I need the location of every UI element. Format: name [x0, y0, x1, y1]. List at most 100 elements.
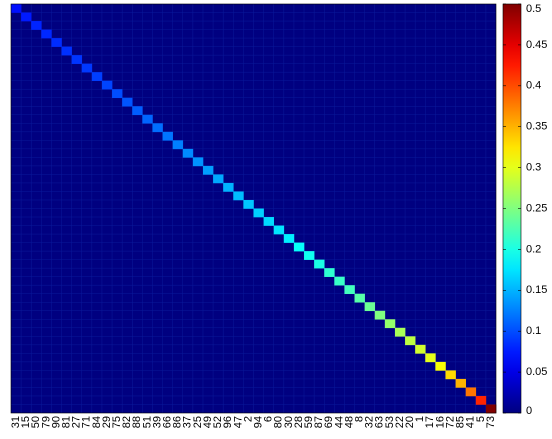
heatmap-cell-17 — [425, 353, 436, 363]
x-tick-label: 2 — [242, 416, 254, 422]
x-tick-label: 81 — [60, 416, 72, 428]
heatmap-cell-50 — [31, 21, 42, 30]
x-tick-label: 22 — [394, 416, 406, 428]
heatmap-cell-86 — [172, 140, 184, 150]
heatmap-cell-69 — [324, 268, 335, 277]
heatmap-cell-44 — [334, 276, 345, 286]
heatmap-cell-75 — [112, 89, 123, 99]
colorbar-tick-label: 0.15 — [526, 284, 547, 296]
heatmap-cell-39 — [152, 123, 163, 133]
x-tick-label: 82 — [121, 416, 133, 428]
heatmap-cell-15 — [21, 12, 32, 22]
heatmap-cell-63 — [374, 310, 386, 320]
heatmap-cell-96 — [223, 182, 234, 192]
x-tick-label: 37 — [182, 416, 194, 428]
x-tick-label: 72 — [444, 416, 456, 428]
heatmap-cell-71 — [81, 63, 93, 73]
x-tick-label: 73 — [485, 416, 497, 428]
x-tick-label: 52 — [212, 416, 224, 428]
heatmap-cell-28 — [293, 242, 305, 252]
x-tick-label: 15 — [20, 416, 32, 428]
heatmap-cell-47 — [233, 191, 244, 201]
heatmap-cell-29 — [101, 80, 113, 90]
heatmap-cell-81 — [61, 46, 72, 56]
heatmap-cell-82 — [122, 97, 133, 107]
heatmap-cell-94 — [253, 208, 264, 218]
x-tick-label: 29 — [101, 416, 113, 428]
x-tick-label: 90 — [50, 416, 62, 428]
heatmap-cell-27 — [71, 55, 83, 64]
x-tick-label: 25 — [192, 416, 204, 428]
heatmap-cell-87 — [314, 259, 325, 269]
colorbar-tick-label: 0.2 — [526, 243, 541, 255]
x-tick-label: 63 — [374, 416, 386, 428]
heatmap-cell-88 — [132, 106, 143, 116]
heatmap-cell-80 — [273, 225, 285, 235]
x-tick-label: 44 — [333, 416, 345, 428]
heatmap-cell-6 — [263, 217, 275, 226]
x-tick-label: 59 — [303, 416, 315, 428]
heatmap-cell-84 — [91, 72, 103, 81]
x-tick-label: 8 — [354, 416, 366, 422]
x-tick-label: 94 — [252, 416, 264, 428]
x-tick-label: 80 — [273, 416, 285, 428]
x-tick-label: 88 — [131, 416, 143, 428]
x-tick-label: 51 — [141, 416, 153, 428]
x-tick-label: 50 — [30, 416, 42, 428]
plot-frame — [10, 3, 497, 414]
colorbar-tick-label: 0.5 — [526, 3, 541, 15]
heatmap-cells — [11, 4, 497, 414]
colorbar-tick-label: 0.4 — [526, 80, 541, 92]
heatmap-cell-16 — [435, 361, 446, 371]
heatmap-cell-22 — [394, 327, 406, 337]
colorbar-tick-label: 0 — [526, 405, 532, 417]
x-tick-label: 31 — [10, 416, 22, 428]
heatmap-cell-41 — [465, 387, 477, 397]
colorbar-tick-label: 0.05 — [526, 366, 547, 378]
x-tick-label: 53 — [384, 416, 396, 428]
heatmap-cell-48 — [344, 285, 355, 295]
heatmap-cell-53 — [384, 319, 396, 329]
x-tick-label: 86 — [172, 416, 184, 428]
heatmap-cell-73 — [485, 404, 497, 414]
x-tick-label: 49 — [202, 416, 214, 428]
heatmap-cell-51 — [142, 114, 153, 124]
heatmap-cell-30 — [283, 234, 295, 243]
colorbar-tick-label: 0.25 — [526, 202, 547, 214]
colorbar-tick-label: 0.45 — [526, 39, 547, 51]
heatmap-cell-5 — [475, 395, 487, 405]
x-tick-label: 84 — [91, 416, 103, 428]
x-tick-label: 47 — [232, 416, 244, 428]
heatmap-cell-37 — [182, 148, 194, 158]
x-tick-label: 32 — [364, 416, 376, 428]
x-tick-label: 66 — [162, 416, 174, 428]
heatmap-cell-79 — [41, 29, 52, 39]
x-tick-label: 16 — [434, 416, 446, 428]
x-tick-label: 30 — [283, 416, 295, 428]
heatmap-cell-66 — [162, 131, 173, 141]
heatmap-cell-20 — [405, 336, 416, 346]
heatmap-cell-85 — [455, 378, 466, 388]
x-tick-label: 48 — [343, 416, 355, 428]
colorbar-ticks: 0 0.05 0.1 0.15 0.2 0.25 0.3 0.35 0.4 0.45 0.5 — [503, 3, 547, 417]
heatmap-cell-31 — [11, 4, 22, 13]
x-tick-label: 27 — [71, 416, 83, 428]
x-tick-label: 69 — [323, 416, 335, 428]
x-tick-label: 28 — [293, 416, 305, 428]
colorbar-tick-label: 0.35 — [526, 121, 547, 133]
x-tick-label: 6 — [263, 416, 275, 422]
heatmap-cell-52 — [213, 174, 224, 184]
x-tick-label: 87 — [313, 416, 325, 428]
x-tick-label: 20 — [404, 416, 416, 428]
colorbar-tick-label: 0.1 — [526, 325, 541, 337]
x-tick-label: 75 — [111, 416, 123, 428]
x-tick-label: 5 — [475, 416, 487, 422]
x-tick-label: 79 — [40, 416, 52, 428]
x-tick-label: 96 — [222, 416, 234, 428]
x-tick-label: 71 — [81, 416, 93, 428]
x-tick-label: 17 — [424, 416, 436, 428]
x-tick-labels: 3115507990812771842975828851396686372549… — [10, 416, 497, 428]
heatmap-cell-2 — [243, 199, 254, 209]
colorbar-tick-label: 0.3 — [526, 162, 541, 174]
